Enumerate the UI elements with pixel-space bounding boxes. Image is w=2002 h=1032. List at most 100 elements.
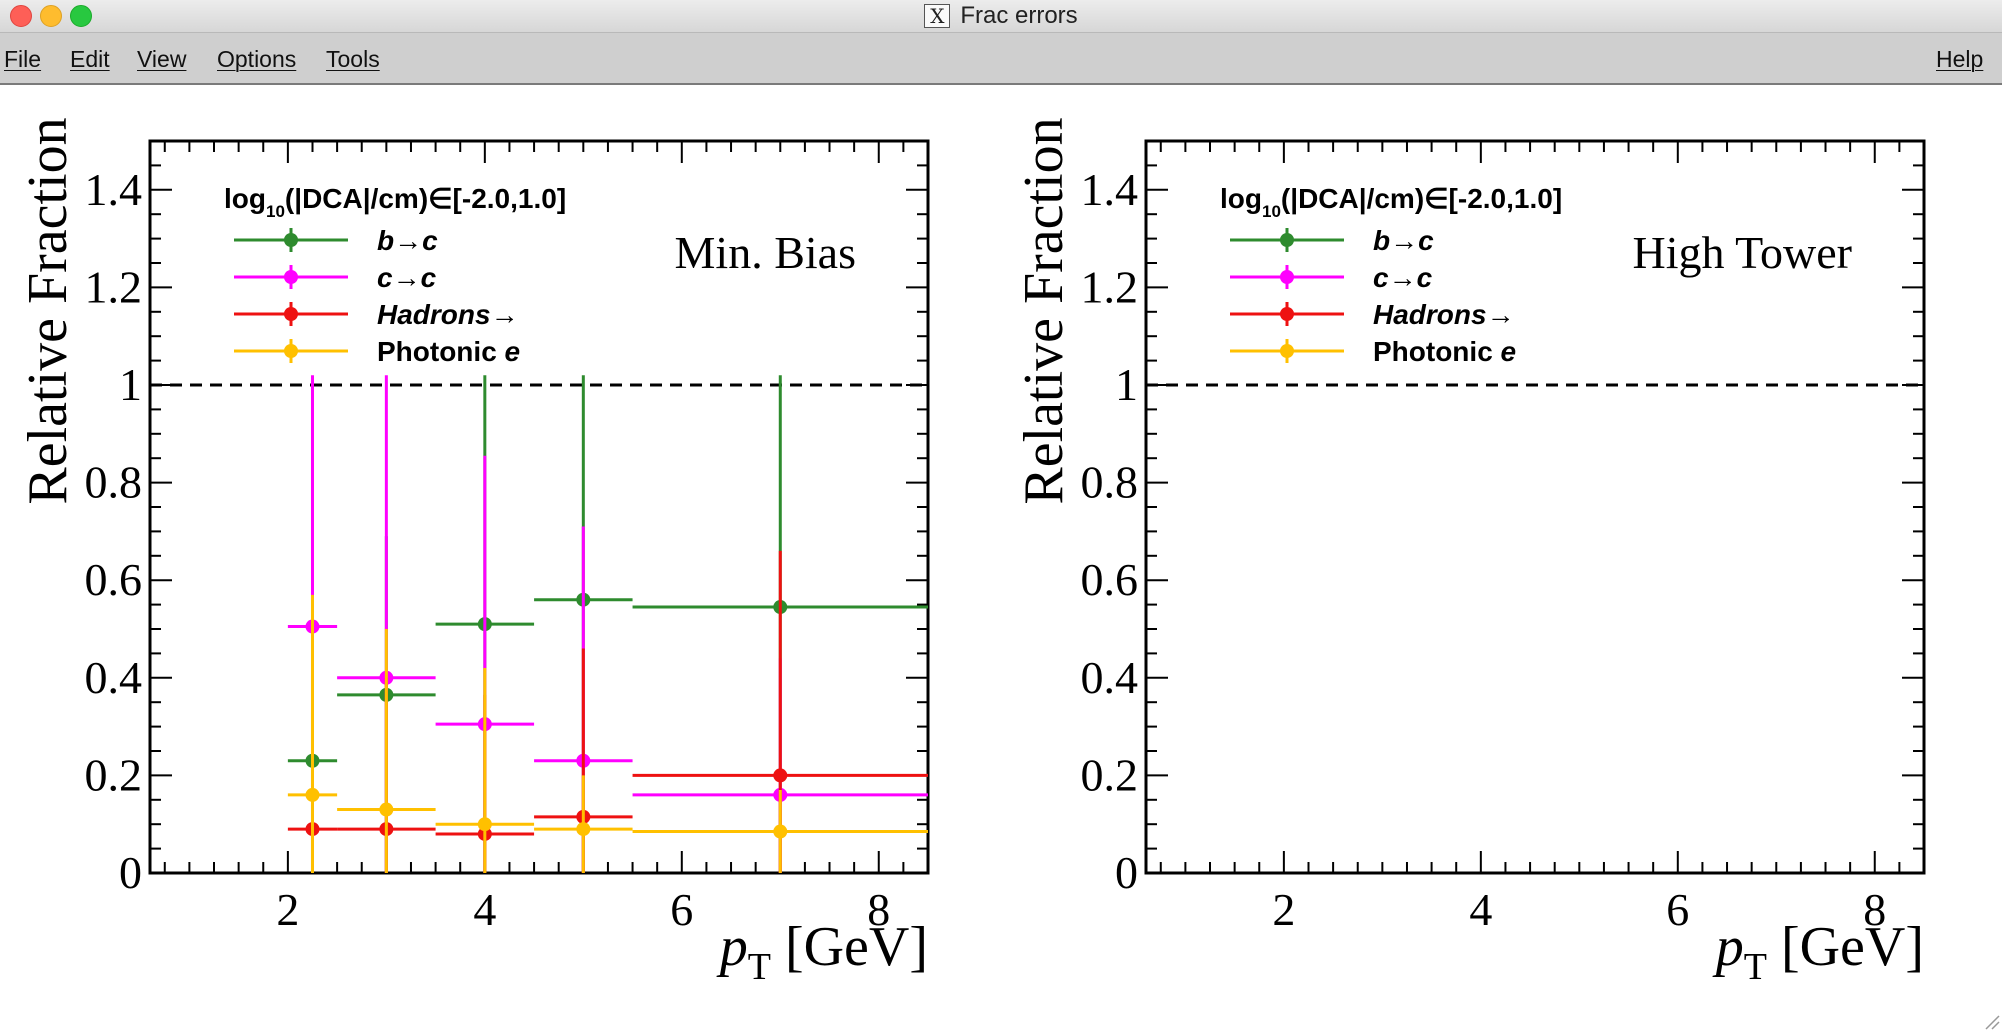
window-title-area: X Frac errors [0, 0, 2002, 32]
x-axis-title: pT [GeV] [716, 916, 928, 988]
y-tick-label: 1.4 [1081, 164, 1139, 215]
legend-label-to: c [422, 225, 438, 256]
legend-label-from: c [1373, 262, 1389, 293]
resize-grip-icon[interactable] [1982, 1012, 2000, 1030]
menu-options[interactable]: Options [217, 46, 297, 72]
legend-label-arrow: → [393, 262, 421, 293]
legend-label-to: c [1418, 225, 1434, 256]
y-tick-label: 1 [119, 359, 142, 410]
legend-header-log: log [1220, 183, 1262, 214]
x-axis-title-var: p [716, 916, 748, 978]
y-tick-label: 0.4 [1081, 652, 1139, 703]
menu-help[interactable]: Help [1936, 46, 1984, 72]
legend-marker [284, 270, 298, 284]
legend-label-text: Photonic [1373, 336, 1501, 367]
minimize-window-button[interactable] [40, 5, 62, 27]
series-b_to_c [287, 375, 928, 873]
y-tick-label: 0 [119, 847, 142, 898]
legend: log10(|DCA|/cm)∈[-2.0,1.0]b→cc→cHadrons→… [1220, 183, 1562, 367]
legend-label: b→c [377, 225, 438, 256]
legend-header-log: log [224, 183, 266, 214]
maximize-window-button[interactable] [70, 5, 92, 27]
panel-label: Min. Bias [675, 227, 856, 278]
legend-marker [1280, 270, 1294, 284]
legend-marker [1280, 307, 1294, 321]
legend-label: Hadrons→ [1373, 299, 1515, 330]
data-point [477, 817, 492, 832]
y-tick-label: 0.6 [85, 554, 143, 605]
legend-header-rest: (|DCA|/cm)∈[-2.0,1.0] [1281, 183, 1562, 214]
x-tick-label: 2 [276, 884, 299, 935]
data-point [379, 802, 394, 817]
x-tick-label: 4 [473, 884, 496, 935]
menu-edit[interactable]: Edit [70, 46, 110, 72]
legend-header-sub: 10 [266, 202, 285, 221]
legend-label-from: b [377, 225, 394, 256]
menubar: File Edit View Options Tools Help [0, 33, 2002, 85]
legend: log10(|DCA|/cm)∈[-2.0,1.0]b→cc→cHadrons→… [224, 183, 566, 367]
y-axis-title: Relative Fraction [1013, 117, 1075, 504]
legend-label-to: c [1417, 262, 1433, 293]
legend-label-text: Photonic [377, 336, 505, 367]
legend-label-to: c [421, 262, 437, 293]
legend-label: b→c [1373, 225, 1434, 256]
legend-label-italic: e [505, 336, 521, 367]
legend-header: log10(|DCA|/cm)∈[-2.0,1.0] [224, 183, 566, 221]
menu-view[interactable]: View [137, 46, 187, 72]
x-axis-title-unit: [GeV] [1767, 916, 1924, 978]
legend-label-from: Hadrons [377, 299, 491, 330]
x-tick-label: 4 [1469, 884, 1492, 935]
y-tick-label: 1 [1115, 359, 1138, 410]
y-tick-label: 1.4 [85, 164, 143, 215]
legend-label-arrow: → [491, 299, 519, 330]
legend-label-arrow: → [1487, 299, 1515, 330]
data-area [287, 375, 928, 873]
legend-marker [284, 344, 298, 358]
legend-header-rest: (|DCA|/cm)∈[-2.0,1.0] [285, 183, 566, 214]
series-c_to_c [287, 375, 928, 873]
legend-label-arrow: → [1390, 225, 1418, 256]
menu-tools[interactable]: Tools [326, 46, 380, 72]
y-tick-label: 0.8 [85, 457, 143, 508]
legend-header-sub: 10 [1262, 202, 1281, 221]
y-axis-title: Relative Fraction [17, 117, 79, 504]
legend-label-from: b [1373, 225, 1390, 256]
x-tick-label: 2 [1272, 884, 1295, 935]
legend-label-from: Hadrons [1373, 299, 1487, 330]
y-tick-label: 0.6 [1081, 554, 1139, 605]
legend-label-italic: e [1501, 336, 1517, 367]
y-tick-label: 1.2 [85, 261, 143, 312]
data-point [305, 787, 320, 802]
legend-header: log10(|DCA|/cm)∈[-2.0,1.0] [1220, 183, 1562, 221]
x-tick-label: 6 [1666, 884, 1689, 935]
plot-panel-2: 0 0.2 0.4 0.6 0.8 1 1.2 1.4 2 4 6 8 Relative Fractio… [1013, 117, 1926, 988]
y-tick-label: 0.2 [1081, 749, 1139, 800]
legend-label-from: c [377, 262, 393, 293]
close-window-button[interactable] [10, 5, 32, 27]
legend-label-arrow: → [1389, 262, 1417, 293]
legend-marker [284, 307, 298, 321]
legend-label-arrow: → [394, 225, 422, 256]
x-axis-title-var: p [1712, 916, 1744, 978]
data-point [773, 824, 788, 839]
x-axis-title-sub: T [1744, 946, 1767, 988]
x-tick-label: 8 [867, 884, 890, 935]
legend-label: c→c [377, 262, 437, 293]
panel-label: High Tower [1632, 227, 1852, 278]
legend-marker [284, 233, 298, 247]
plot-canvas: 0 0.2 0.4 0.6 0.8 1 1.2 1.4 2 4 6 8 Relative Fractio… [17, 117, 1926, 988]
x-axis-title-unit: [GeV] [771, 916, 928, 978]
x-tick-label: 8 [1863, 884, 1886, 935]
window-titlebar: X Frac errors [0, 0, 2002, 33]
legend-label: Photonic e [1373, 336, 1516, 367]
plot-panel-1: 0 0.2 0.4 0.6 0.8 1 1.2 1.4 2 4 6 8 Relative Fractio… [17, 117, 930, 988]
x-axis-title: pT [GeV] [1712, 916, 1924, 988]
x11-app-icon: X [924, 4, 951, 28]
menu-file[interactable]: File [4, 46, 42, 72]
y-tick-label: 0.4 [85, 652, 143, 703]
window-title: Frac errors [960, 2, 1078, 29]
x-tick-label: 6 [670, 884, 693, 935]
data-point [773, 768, 788, 783]
y-tick-label: 0.2 [85, 749, 143, 800]
legend-label: c→c [1373, 262, 1433, 293]
